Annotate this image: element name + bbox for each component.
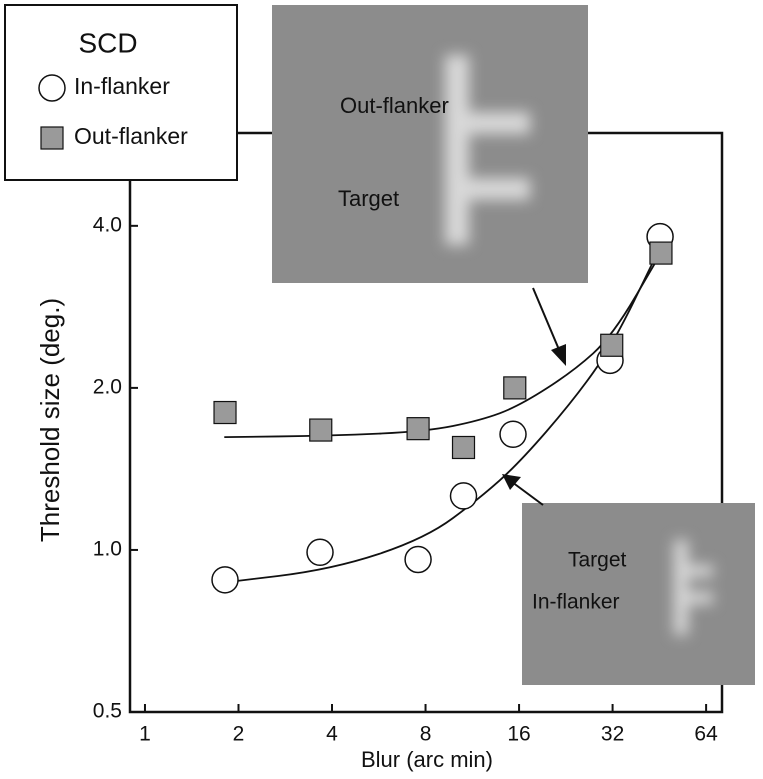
inset-label: In-flanker <box>532 591 620 614</box>
legend-label: Out-flanker <box>74 123 188 149</box>
x-tick-label: 16 <box>507 723 530 746</box>
legend-title: SCD <box>78 27 137 58</box>
marker-circle <box>38 74 66 102</box>
y-tick-label: 2.0 <box>93 375 122 398</box>
marker-square <box>503 376 527 400</box>
marker-circle <box>499 420 527 449</box>
x-tick-label: 64 <box>694 723 718 746</box>
marker-square <box>451 435 476 460</box>
marker-circle <box>211 566 239 594</box>
inset-top: Out-flanker Target <box>272 5 588 283</box>
inset-label: Target <box>568 549 627 572</box>
marker-circle <box>449 482 478 510</box>
y-axis-label: Threshold size (deg.) <box>35 298 65 542</box>
fit-line <box>224 256 660 439</box>
x-tick-label: 32 <box>601 723 624 746</box>
y-tick-label: 1.0 <box>93 537 122 560</box>
legend-label: In-flanker <box>74 73 170 99</box>
inset-bottom: Target In-flanker <box>522 503 755 685</box>
marker-square <box>213 400 237 425</box>
marker-square <box>309 418 333 442</box>
marker-square <box>406 417 430 441</box>
x-axis-label: Blur (arc min) <box>361 747 493 772</box>
marker-square <box>600 333 624 357</box>
inset-label: Target <box>338 186 399 211</box>
marker-circle <box>404 545 432 574</box>
x-tick-label: 8 <box>420 723 432 746</box>
x-tick-label: 1 <box>139 723 151 746</box>
marker-square <box>40 126 64 150</box>
x-tick-label: 4 <box>326 723 338 746</box>
y-tick-label: 4.0 <box>93 213 122 236</box>
arrows <box>502 287 566 506</box>
marker-circle <box>306 538 334 567</box>
inset-label: Out-flanker <box>340 93 449 118</box>
x-tick-label: 2 <box>233 723 245 746</box>
y-tick-label: 0.5 <box>93 700 122 723</box>
fit-line <box>224 250 660 584</box>
legend: SCD In-flanker Out-flanker <box>4 4 238 181</box>
marker-square <box>649 241 673 265</box>
